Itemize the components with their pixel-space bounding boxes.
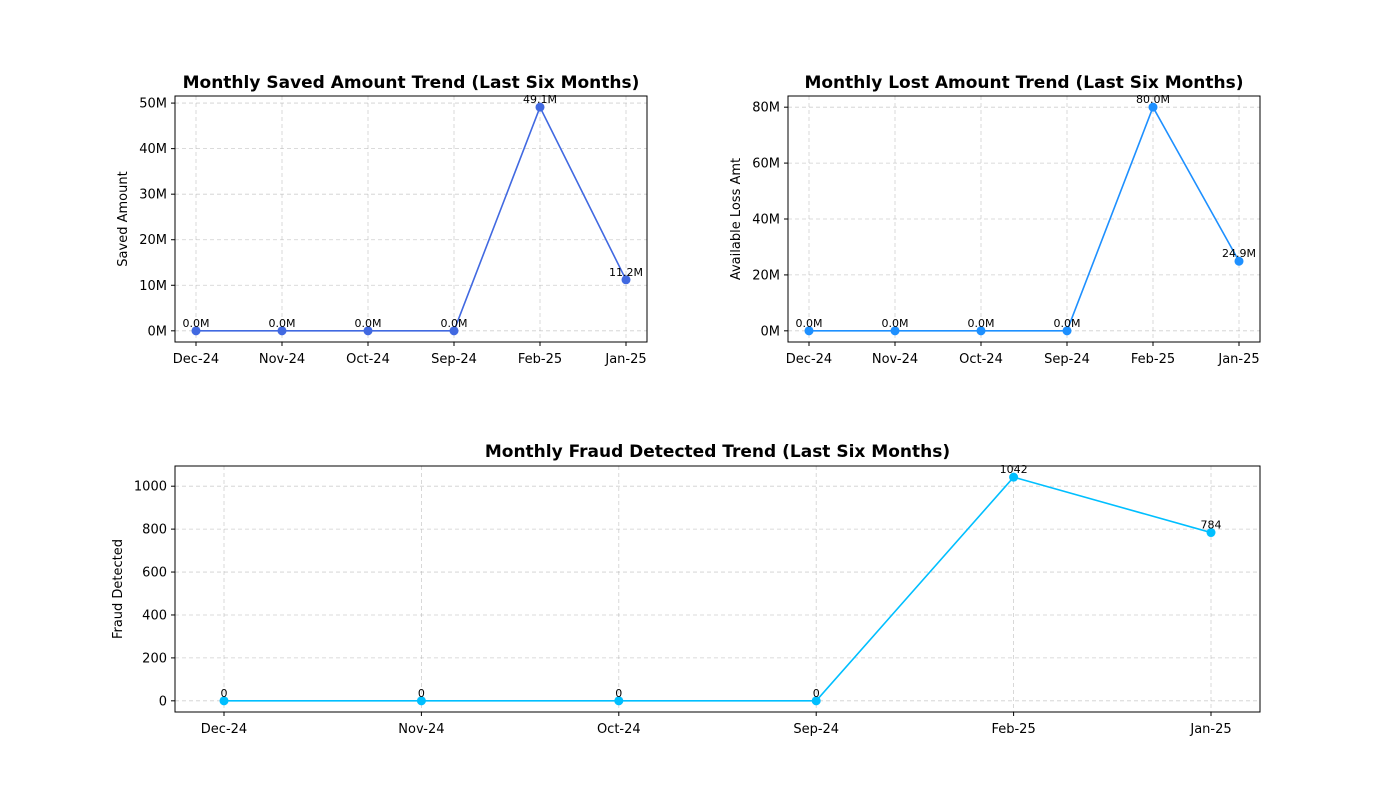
x-tick-label: Jan-25: [604, 352, 646, 367]
y-tick-label: 800: [142, 523, 167, 538]
x-tick-label: Dec-24: [173, 352, 219, 367]
x-tick-label: Sep-24: [793, 722, 839, 737]
data-point: [363, 326, 373, 336]
data-point: [614, 696, 624, 706]
x-tick-label: Oct-24: [959, 352, 1003, 367]
x-tick-label: Dec-24: [786, 352, 832, 367]
series-line: [196, 105, 627, 332]
data-label: 0.0M: [968, 317, 995, 330]
data-point: [191, 326, 201, 336]
data-point: [416, 696, 426, 706]
y-tick-label: 0M: [148, 324, 168, 339]
data-label: 24.9M: [1222, 247, 1256, 260]
series-line: [809, 105, 1240, 332]
y-tick-label: 30M: [139, 188, 167, 203]
x-tick-label: Oct-24: [597, 722, 641, 737]
x-tick-label: Dec-24: [201, 722, 247, 737]
y-axis-label: Available Loss Amt: [729, 158, 744, 280]
chart-saved-amount: Monthly Saved Amount Trend (Last Six Mon…: [116, 73, 648, 367]
data-label: 0.0M: [1054, 317, 1081, 330]
data-point: [1206, 528, 1216, 538]
x-tick-label: Jan-25: [1189, 722, 1231, 737]
data-label: 0.0M: [796, 317, 823, 330]
y-tick-label: 40M: [752, 213, 780, 228]
y-tick-label: 400: [142, 608, 167, 623]
x-tick-label: Nov-24: [872, 352, 918, 367]
x-tick-label: Feb-25: [518, 352, 562, 367]
data-label: 0.0M: [441, 317, 468, 330]
y-tick-label: 10M: [139, 279, 167, 294]
data-point: [811, 696, 821, 706]
data-point: [1009, 472, 1019, 482]
data-label: 80.0M: [1136, 93, 1170, 106]
plot-frame: [174, 465, 1261, 713]
chart-title: Monthly Lost Amount Trend (Last Six Mont…: [804, 73, 1243, 93]
x-tick-label: Feb-25: [1131, 352, 1175, 367]
data-label: 0.0M: [269, 317, 296, 330]
series-line: [224, 476, 1212, 702]
y-tick-label: 1000: [134, 480, 167, 495]
data-point: [1062, 326, 1072, 336]
x-tick-label: Jan-25: [1217, 352, 1259, 367]
data-point: [804, 326, 814, 336]
y-tick-label: 50M: [139, 97, 167, 112]
y-tick-label: 200: [142, 651, 167, 666]
y-tick-label: 60M: [752, 157, 780, 172]
data-point: [535, 102, 545, 112]
data-point: [449, 326, 459, 336]
x-tick-label: Nov-24: [398, 722, 444, 737]
data-label: 0: [813, 687, 820, 700]
data-label: 0: [221, 687, 228, 700]
data-label: 0.0M: [882, 317, 909, 330]
y-axis-label: Saved Amount: [116, 171, 131, 266]
data-point: [277, 326, 287, 336]
chart-lost-amount: Monthly Lost Amount Trend (Last Six Mont…: [729, 73, 1261, 367]
x-tick-label: Feb-25: [991, 722, 1035, 737]
chart-title: Monthly Saved Amount Trend (Last Six Mon…: [183, 73, 640, 93]
data-label: 0: [418, 687, 425, 700]
plot-frame: [174, 95, 648, 343]
data-point: [219, 696, 229, 706]
x-tick-label: Sep-24: [1044, 352, 1090, 367]
x-tick-label: Sep-24: [431, 352, 477, 367]
data-point: [1234, 256, 1244, 266]
y-tick-label: 0M: [761, 324, 781, 339]
data-label: 0.0M: [183, 317, 210, 330]
y-tick-label: 20M: [752, 268, 780, 283]
data-label: 0.0M: [355, 317, 382, 330]
data-label: 49.1M: [523, 93, 557, 106]
y-tick-label: 20M: [139, 233, 167, 248]
chart-fraud-detected: Monthly Fraud Detected Trend (Last Six M…: [111, 442, 1261, 737]
x-tick-label: Nov-24: [259, 352, 305, 367]
data-label: 784: [1201, 519, 1222, 532]
data-label: 11.2M: [609, 266, 643, 279]
data-point: [1148, 102, 1158, 112]
x-tick-label: Oct-24: [346, 352, 390, 367]
y-tick-label: 600: [142, 566, 167, 581]
y-tick-label: 80M: [752, 101, 780, 116]
y-tick-label: 0: [159, 694, 167, 709]
data-point: [890, 326, 900, 336]
data-label: 0: [615, 687, 622, 700]
data-label: 1042: [1000, 463, 1028, 476]
data-point: [621, 275, 631, 285]
y-axis-label: Fraud Detected: [111, 539, 126, 639]
y-tick-label: 40M: [139, 142, 167, 157]
data-point: [976, 326, 986, 336]
chart-title: Monthly Fraud Detected Trend (Last Six M…: [485, 442, 950, 462]
